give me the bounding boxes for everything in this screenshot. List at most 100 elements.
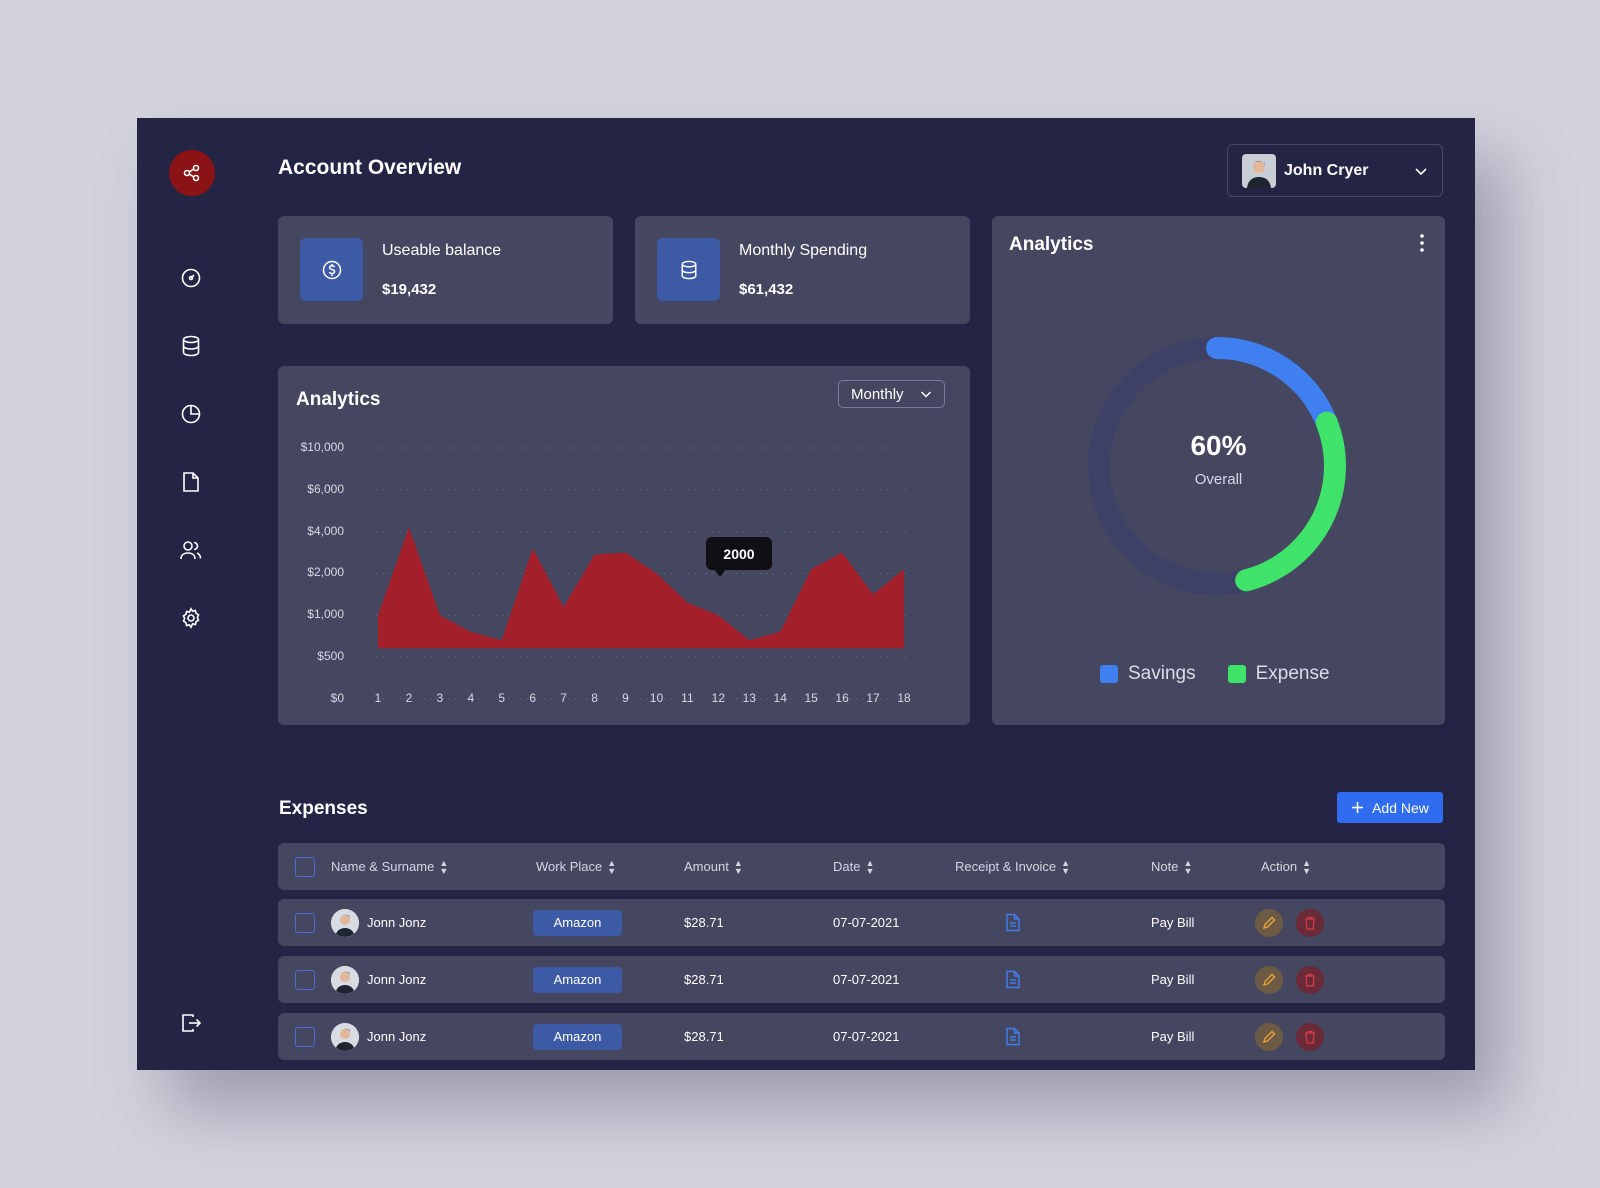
edit-button[interactable] — [1255, 965, 1283, 994]
nav-reports[interactable] — [179, 402, 203, 426]
sidebar — [137, 118, 247, 1070]
nav-database[interactable] — [179, 334, 203, 358]
col-workplace[interactable]: Work Place ▲ ▼ — [536, 857, 617, 876]
period-dropdown[interactable]: Monthly — [838, 380, 945, 408]
balance-icon-box — [300, 238, 363, 301]
donut-title: Analytics — [1009, 234, 1094, 255]
pencil-icon — [1262, 973, 1276, 986]
col-amount[interactable]: Amount ▲ ▼ — [684, 857, 743, 876]
select-all-checkbox[interactable] — [295, 856, 315, 877]
delete-button[interactable] — [1296, 908, 1324, 937]
delete-button[interactable] — [1296, 1022, 1324, 1051]
sort-icon: ▲ ▼ — [439, 857, 449, 876]
table-row: Jonn Jonz Amazon $28.71 07-07-2021 Pay B… — [278, 899, 1445, 946]
y-axis: $10,000 $6,000 $4,000 $2,000 $1,000 $500 $0 — [284, 366, 344, 725]
row-amount: $28.71 — [684, 915, 724, 930]
sort-icon: ▲ ▼ — [865, 857, 875, 876]
donut-label: Overall — [1194, 471, 1243, 488]
sort-icon: ▲ ▼ — [1302, 857, 1312, 876]
x-tick-label: 4 — [467, 690, 475, 705]
row-date: 07-07-2021 — [833, 915, 900, 930]
table-header: Name & Surname ▲ ▼ Work Place ▲ ▼ Amount ▲ ▼ D… — [278, 843, 1445, 890]
donut-legend: Savings Expense — [1100, 663, 1330, 685]
col-date[interactable]: Date ▲ ▼ — [833, 857, 875, 876]
dashboard-icon — [181, 268, 201, 288]
x-tick-label: 10 — [649, 690, 664, 705]
legend-savings: Savings — [1100, 663, 1196, 685]
app-window: Account Overview John Cryer Useable bala… — [137, 118, 1475, 1070]
x-tick-label: 14 — [773, 690, 787, 705]
analytics-donut-card: Analytics 60% Overall Savings Expense — [992, 216, 1445, 725]
row-name: Jonn Jonz — [331, 899, 426, 946]
sort-icon: ▲ ▼ — [733, 857, 743, 876]
donut-chart — [1088, 337, 1346, 595]
document-icon — [183, 472, 199, 492]
nav-documents[interactable] — [179, 470, 203, 494]
user-avatar — [1242, 153, 1276, 188]
x-tick-label: 8 — [591, 690, 598, 705]
user-menu[interactable]: John Cryer — [1227, 144, 1443, 197]
y-tick-label: $6,000 — [307, 481, 344, 496]
balance-value: $19,432 — [382, 281, 437, 298]
receipt-link[interactable] — [1005, 899, 1021, 946]
donut-percent: 60% — [1190, 430, 1247, 461]
spending-card: Monthly Spending $61,432 — [635, 216, 970, 324]
sort-icon: ▲ ▼ — [1061, 857, 1071, 876]
nav-users[interactable] — [179, 538, 203, 562]
balance-label: Useable balance — [382, 242, 502, 259]
x-tick-label: 12 — [711, 690, 726, 705]
nav-dashboard[interactable] — [179, 266, 203, 290]
logo[interactable] — [169, 150, 215, 196]
spending-icon-box — [657, 238, 720, 301]
y-tick-label: $1,000 — [307, 607, 344, 622]
logout-button[interactable] — [179, 1011, 203, 1035]
add-new-button[interactable]: Add New — [1337, 792, 1443, 823]
x-tick-label: 6 — [529, 690, 537, 705]
workplace-badge: Amazon — [533, 1023, 622, 1050]
edit-button[interactable] — [1255, 1022, 1283, 1051]
row-note: Pay Bill — [1151, 1029, 1195, 1044]
more-vertical-icon[interactable] — [1417, 233, 1427, 253]
delete-button[interactable] — [1296, 965, 1324, 994]
spending-value: $61,432 — [739, 281, 794, 298]
row-amount: $28.71 — [684, 972, 724, 987]
pencil-icon — [1262, 1030, 1276, 1043]
chart-title: Analytics — [296, 389, 381, 410]
y-tick-label: $4,000 — [307, 523, 344, 538]
receipt-link[interactable] — [1005, 956, 1021, 1003]
plus-icon — [1352, 802, 1364, 813]
period-value: Monthly — [851, 385, 904, 403]
workplace-badge: Amazon — [533, 909, 622, 936]
chart-tooltip: 2000 — [706, 537, 772, 577]
x-tick-label: 1 — [374, 690, 382, 705]
file-icon — [1006, 913, 1020, 932]
receipt-link[interactable] — [1005, 1013, 1021, 1060]
col-receipt[interactable]: Receipt & Invoice ▲ ▼ — [955, 857, 1071, 876]
avatar — [331, 1022, 359, 1051]
table-row: Jonn Jonz Amazon $28.71 07-07-2021 Pay B… — [278, 1013, 1445, 1060]
trash-icon — [1305, 916, 1315, 930]
users-icon — [180, 541, 202, 560]
x-tick-label: 16 — [835, 690, 849, 705]
row-name: Jonn Jonz — [331, 956, 426, 1003]
avatar — [331, 908, 359, 937]
y-tick-label: $0 — [330, 690, 344, 705]
row-checkbox[interactable] — [295, 912, 315, 933]
donut-savings-arc — [1088, 337, 1346, 595]
pencil-icon — [1262, 916, 1276, 929]
x-axis: 1 2 3 4 5 6 7 8 9 10 11 12 13 14 15 16 17 18 — [278, 366, 970, 725]
user-name: John Cryer — [1284, 161, 1369, 179]
x-tick-label: 7 — [560, 690, 567, 705]
col-name[interactable]: Name & Surname ▲ ▼ — [331, 857, 449, 876]
y-tick-label: $500 — [317, 649, 344, 663]
row-checkbox[interactable] — [295, 969, 315, 990]
sort-icon: ▲ ▼ — [607, 857, 617, 876]
x-tick-label: 3 — [436, 690, 444, 705]
col-action[interactable]: Action ▲ ▼ — [1261, 857, 1312, 876]
table-row: Jonn Jonz Amazon $28.71 07-07-2021 Pay B… — [278, 956, 1445, 1003]
col-note[interactable]: Note ▲ ▼ — [1151, 857, 1193, 876]
row-checkbox[interactable] — [295, 1026, 315, 1047]
area-series — [378, 527, 904, 649]
edit-button[interactable] — [1255, 908, 1283, 937]
nav-settings[interactable] — [179, 606, 203, 630]
